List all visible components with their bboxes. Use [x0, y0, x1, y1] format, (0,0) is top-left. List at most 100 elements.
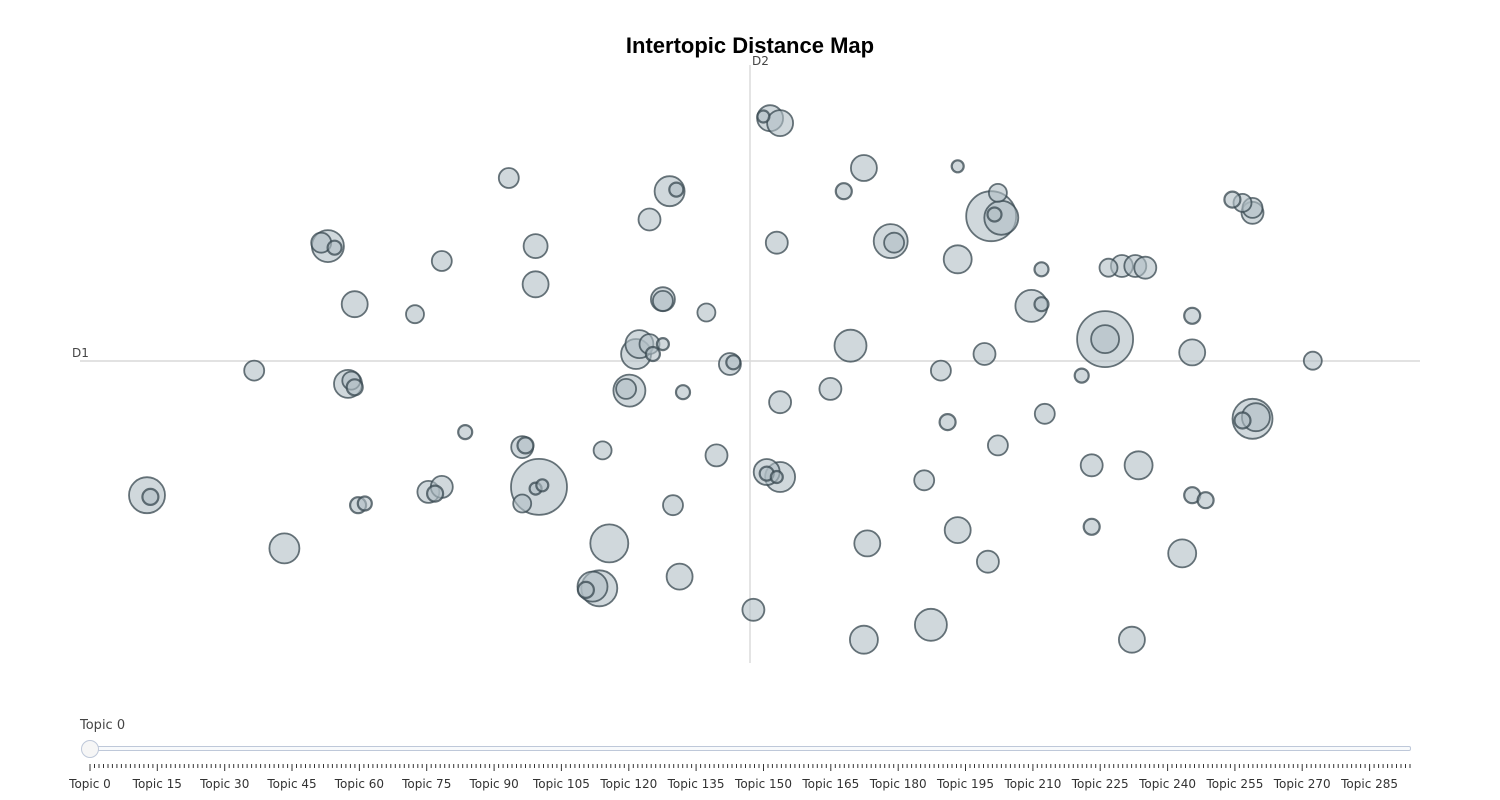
topic-bubble-30[interactable]: [1033, 296, 1050, 313]
topic-bubble-42[interactable]: [1090, 324, 1120, 355]
tick-label[interactable]: Topic 135: [667, 777, 725, 791]
topic-bubble-109[interactable]: [849, 624, 879, 655]
topic-bubble-54[interactable]: [725, 354, 742, 371]
tick-label[interactable]: Topic 195: [936, 777, 994, 791]
tick-label[interactable]: Topic 60: [334, 777, 384, 791]
topic-bubble-9[interactable]: [834, 182, 853, 201]
topic-bubble-31[interactable]: [1033, 261, 1050, 278]
topic-bubble-79[interactable]: [769, 469, 784, 485]
topic-bubble-97[interactable]: [1082, 517, 1101, 536]
topic-bubble-8[interactable]: [637, 207, 662, 232]
topic-bubble-75[interactable]: [1033, 402, 1056, 425]
topic-bubble-45[interactable]: [1178, 338, 1207, 367]
tick-label[interactable]: Topic 255: [1205, 777, 1263, 791]
topic-bubble-10[interactable]: [988, 182, 1008, 203]
topic-bubble-25[interactable]: [521, 270, 550, 299]
topic-bubble-47[interactable]: [243, 359, 266, 382]
topic-bubble-24[interactable]: [405, 304, 425, 325]
tick-label[interactable]: Topic 0: [68, 777, 111, 791]
topic-bubble-103[interactable]: [1167, 538, 1198, 569]
topic-bubble-63[interactable]: [930, 359, 952, 382]
topic-bubble-57[interactable]: [345, 378, 364, 397]
topic-bubble-64[interactable]: [1073, 367, 1090, 384]
scatter-plot[interactable]: D1 D2: [0, 0, 1500, 700]
topic-bubble-91[interactable]: [356, 495, 373, 512]
topic-bubble-7[interactable]: [668, 181, 685, 198]
topic-bubble-13[interactable]: [986, 206, 1003, 223]
tick-label[interactable]: Topic 270: [1273, 777, 1331, 791]
topic-bubble-107[interactable]: [665, 562, 694, 591]
topic-bubble-19[interactable]: [764, 230, 789, 255]
topic-bubble-102[interactable]: [976, 549, 1000, 574]
topic-bubble-59[interactable]: [615, 377, 637, 400]
topic-bubble-35[interactable]: [1133, 255, 1158, 280]
topic-bubble-43[interactable]: [833, 328, 868, 363]
topic-bubble-101[interactable]: [943, 516, 972, 544]
topic-bubble-108[interactable]: [741, 597, 766, 622]
topic-bubble-40[interactable]: [1183, 306, 1202, 325]
topic-bubble-106[interactable]: [576, 580, 596, 600]
topic-bubble-18[interactable]: [522, 233, 549, 260]
tick-label[interactable]: Topic 105: [532, 777, 590, 791]
topic-bubble-5[interactable]: [497, 167, 520, 189]
topic-bubble-46[interactable]: [1302, 350, 1323, 371]
topic-bubble-1[interactable]: [766, 109, 794, 137]
topic-bubble-3[interactable]: [850, 154, 878, 182]
topic-bubble-111[interactable]: [1118, 625, 1146, 654]
topic-bubble-74[interactable]: [987, 434, 1009, 457]
tick-label[interactable]: Topic 180: [869, 777, 927, 791]
topic-bubble-16[interactable]: [326, 239, 343, 256]
tick-label[interactable]: Topic 210: [1003, 777, 1061, 791]
tick-label[interactable]: Topic 225: [1071, 777, 1129, 791]
topic-bubble-93[interactable]: [662, 494, 684, 517]
tick-label[interactable]: Topic 75: [401, 777, 451, 791]
topic-bubble-100[interactable]: [853, 529, 882, 558]
tick-label[interactable]: Topic 150: [734, 777, 792, 791]
tick-label[interactable]: Topic 240: [1138, 777, 1196, 791]
topic-bubble-28[interactable]: [696, 302, 717, 323]
topic-bubble-51[interactable]: [644, 345, 662, 363]
topic-bubble-67[interactable]: [1233, 411, 1252, 430]
topic-bubble-32[interactable]: [1098, 257, 1119, 278]
topic-bubble-60[interactable]: [674, 384, 692, 401]
topic-bubble-70[interactable]: [516, 436, 535, 455]
topic-bubble-23[interactable]: [340, 290, 369, 319]
topic-bubble-96[interactable]: [1196, 491, 1215, 510]
topic-bubble-94[interactable]: [913, 469, 936, 492]
topic-bubble-44[interactable]: [972, 342, 997, 366]
topic-bubble-71[interactable]: [592, 440, 613, 461]
topic-bubble-110[interactable]: [914, 607, 948, 642]
topic-bubble-4[interactable]: [950, 159, 965, 174]
topic-bubble-83[interactable]: [141, 487, 160, 506]
topic-bubble-52[interactable]: [655, 337, 671, 352]
topic-bubble-21[interactable]: [883, 231, 905, 254]
tick-label[interactable]: Topic 285: [1340, 777, 1398, 791]
slider-handle[interactable]: [81, 740, 99, 758]
chart-title: Intertopic Distance Map: [625, 33, 875, 58]
d2-axis-label: D2: [752, 54, 769, 68]
topic-bubble-17[interactable]: [430, 250, 453, 272]
topic-bubble-2[interactable]: [756, 109, 771, 124]
tick-label[interactable]: Topic 45: [266, 777, 316, 791]
topic-bubble-61[interactable]: [768, 390, 792, 415]
topic-bubble-22[interactable]: [942, 244, 973, 275]
topic-bubble-92[interactable]: [512, 493, 533, 514]
tick-label[interactable]: Topic 30: [199, 777, 249, 791]
topic-bubble-73[interactable]: [938, 413, 957, 432]
topic-bubble-72[interactable]: [704, 443, 729, 468]
tick-label[interactable]: Topic 15: [132, 777, 182, 791]
slider-rail[interactable]: [89, 746, 1411, 751]
topic-bubble-68[interactable]: [457, 424, 474, 441]
topic-bubble-26[interactable]: [652, 289, 674, 312]
tick-label[interactable]: Topic 90: [468, 777, 518, 791]
topic-bubble-80[interactable]: [1079, 453, 1104, 478]
topic-bubble-89[interactable]: [535, 478, 550, 493]
topic-bubble-81[interactable]: [1123, 450, 1154, 481]
topic-bubble-62[interactable]: [818, 376, 843, 401]
tick-label[interactable]: Topic 120: [599, 777, 657, 791]
topic-bubble-36[interactable]: [1223, 190, 1242, 209]
topic-bubble-99[interactable]: [589, 523, 630, 564]
tick-label[interactable]: Topic 165: [801, 777, 859, 791]
topic-bubble-98[interactable]: [268, 532, 301, 565]
topic-bubble-86[interactable]: [426, 484, 445, 503]
